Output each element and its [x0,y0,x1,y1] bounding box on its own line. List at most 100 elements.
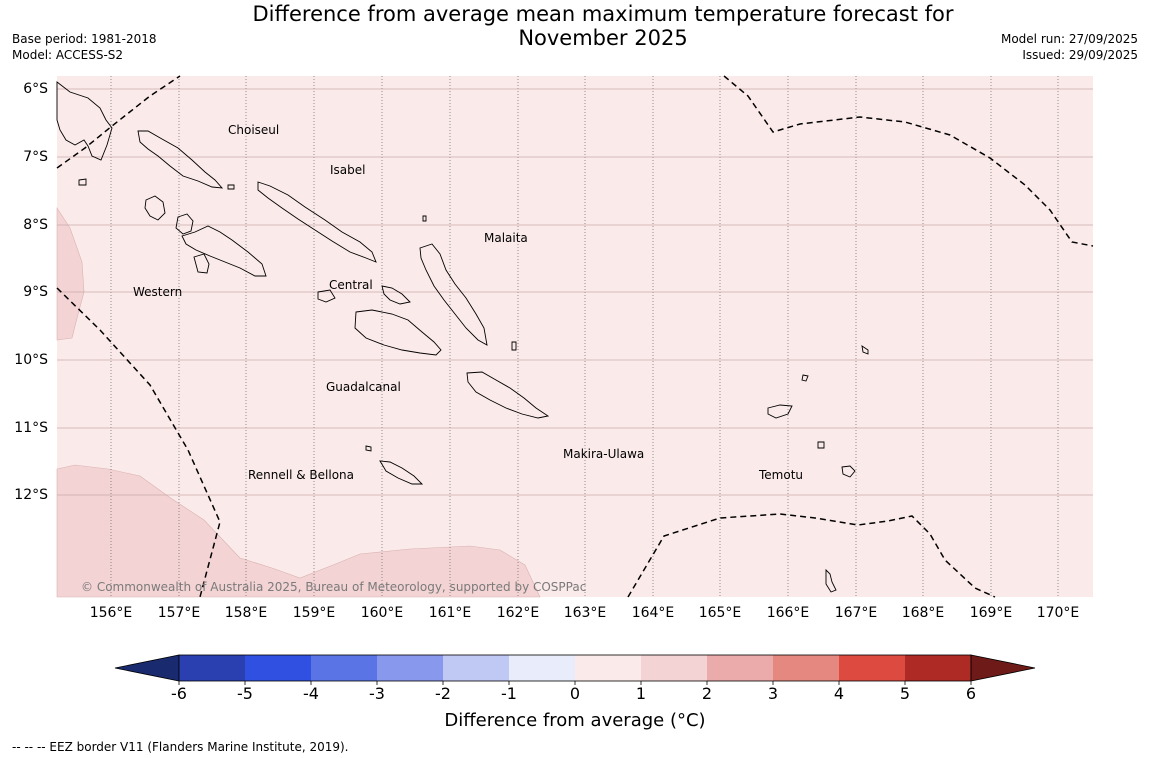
island-vella-lavella [144,195,166,221]
region-rennell-bellona: Rennell & Bellona [248,468,355,482]
colorbar-bin [509,655,575,681]
island-bellona [365,445,372,452]
lon-label: 159°E [292,605,336,621]
colorbar-bin [905,655,971,681]
lat-label: 10°S [14,352,48,368]
lat-label: 9°S [23,284,48,300]
island-choiseul [137,130,224,189]
colorbar-tick: -4 [303,684,319,703]
model-name: Model: ACCESS-S2 [12,48,124,62]
colorbar-tick: 0 [569,684,581,703]
lon-label: 157°E [157,605,201,621]
colorbar-tick: 2 [701,684,713,703]
title-line-1: Difference from average mean maximum tem… [252,2,954,26]
lat-label: 11°S [14,420,48,436]
eez-borders [56,75,1094,598]
colorbar-bin [575,655,641,681]
island-rennell [379,460,424,485]
colorbar-tick-marks [178,681,972,685]
region-isabel: Isabel [330,163,366,177]
map-background [57,76,1093,597]
lon-label: 165°E [698,605,742,621]
lat-label: 6°S [23,81,48,97]
anomaly-region-south [56,464,541,598]
lon-label: 160°E [360,605,404,621]
region-western: Western [133,285,183,299]
region-choiseul: Choiseul [228,123,280,137]
island-santa-cruz [767,404,793,419]
colorbar-tick: 6 [965,684,977,703]
island-guadalcanal [354,309,442,356]
island-vanikoro [841,465,856,478]
lon-label: 167°E [834,605,878,621]
lon-label: 170°E [1036,605,1080,621]
colorbar-tick: 3 [767,684,779,703]
lon-label: 161°E [428,605,472,621]
colorbar-tick: -1 [501,684,517,703]
lon-label: 166°E [766,605,810,621]
region-temotu: Temotu [759,468,804,482]
region-guadalcanal: Guadalcanal [326,380,401,394]
lon-label: 168°E [901,605,945,621]
island-tikopia [825,568,837,593]
issued-date: Issued: 29/09/2025 [1022,48,1138,62]
island-small-3 [422,215,427,222]
island-rendova [193,253,210,274]
region-malaita: Malaita [484,231,528,245]
colorbar-tick: 4 [833,684,845,703]
colorbar-tick: 5 [899,684,911,703]
copyright-notice: © Commonwealth of Australia 2025, Bureau… [81,580,587,594]
island-isabel [257,181,377,263]
colorbar-extend-low [114,654,180,682]
colorbar-extend-high [970,654,1036,682]
colorbar-bin [641,655,707,681]
footnote: -- -- -- EEZ border V11 (Flanders Marine… [12,740,349,754]
island-small-2 [227,184,235,190]
colorbar-tick: -5 [237,684,253,703]
lon-label: 164°E [631,605,675,621]
lon-label: 163°E [563,605,607,621]
colorbar-bin [707,655,773,681]
meta-left: Base period: 1981-2018 Model: ACCESS-S2 [12,31,157,63]
lon-label: 162°E [496,605,540,621]
colorbar-tick: -3 [369,684,385,703]
region-central: Central [329,278,373,292]
island-bougainville [56,81,113,161]
colorbar-tick: -2 [435,684,451,703]
island-small-4 [861,345,869,355]
colorbar-bin [773,655,839,681]
colorbar-tick: -6 [171,684,187,703]
model-run: Model run: 27/09/2025 [1000,32,1138,46]
lat-label: 7°S [23,149,48,165]
island-new-georgia [181,225,267,277]
lon-label: 158°E [224,605,268,621]
island-reef [801,374,809,382]
colorbar-bin [377,655,443,681]
islands [56,81,869,593]
colorbar-bin [443,655,509,681]
island-russell [381,285,411,305]
lon-label: 169°E [969,605,1013,621]
island-makira [466,371,550,419]
lat-label: 12°S [14,487,48,503]
region-makira-ulawa: Makira-Ulawa [563,447,645,461]
lon-label: 156°E [89,605,133,621]
meta-right: Model run: 27/09/2025 Issued: 29/09/2025 [1001,31,1138,63]
island-utupua [817,441,825,449]
island-malaita [419,243,488,346]
base-period: Base period: 1981-2018 [12,32,157,46]
island-small-1 [78,178,87,186]
latitude-gridlines [57,88,1093,496]
colorbar-label: Difference from average (°C) [444,710,706,731]
island-ulawa [511,341,517,351]
colorbar-tick: 1 [635,684,647,703]
colorbar-bin [245,655,311,681]
island-kolombangara [175,213,194,235]
title-line-2: November 2025 [518,26,688,50]
colorbar-bin [839,655,905,681]
colorbar-bin [179,655,245,681]
chart-title: Difference from average mean maximum tem… [0,2,1150,50]
anomaly-region-west [56,206,85,341]
